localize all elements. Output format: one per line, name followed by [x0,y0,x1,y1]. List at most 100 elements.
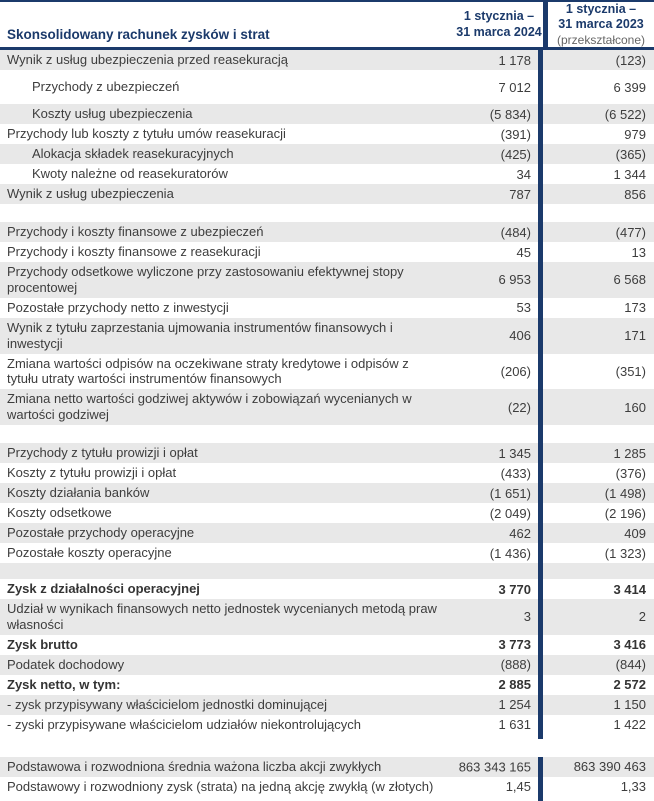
table-row: Pozostałe przychody operacyjne 462 409 [0,523,654,543]
table-row: Przychody odsetkowe wyliczone przy zasto… [0,262,654,298]
table-row: Przychody i koszty finansowe z reasekura… [0,242,654,263]
row-label: Pozostałe koszty operacyjne [7,545,172,561]
row-label: Przychody i koszty finansowe z ubezpiecz… [7,224,264,240]
column-header-2024-line2: 31 marca 2024 [456,24,542,39]
row-label [0,569,450,573]
row-value-2024: (1 436) [489,545,531,561]
row-value-2024: 1 631 [498,717,531,733]
table-row: Podstawowy i rozwodniony zysk (strata) n… [0,776,654,797]
row-value-2024: (2 049) [489,505,531,521]
row-label: - zyski przypisywane właścicielom udział… [7,716,362,732]
row-value-2023: 3 416 [538,634,654,655]
row-label: Przychody lub koszty z tytułu umów rease… [7,126,286,142]
row-label: Podstawowy i rozwodniony zysk (strata) n… [7,778,434,794]
row-label [0,735,450,739]
table-row: Wynik z usług ubezpieczenia przed reasek… [0,50,654,71]
row-value-2023: 171 [538,317,654,354]
table-row: - zyski przypisywane właścicielom udział… [0,714,654,735]
row-label: Podstawowa i rozwodniona średnia ważona … [7,758,382,774]
row-value-2024: (206) [500,363,531,379]
table-row: Zysk brutto 3 773 3 416 [0,634,654,655]
table-row: Zysk z działalności operacyjnej 3 770 3 … [0,579,654,599]
spacer-row [0,796,654,801]
row-value-2024: 45 [516,244,531,260]
column-header-2024: 1 stycznia – 31 marca 2024 [455,2,543,47]
row-label: Pozostałe przychody netto z inwestycji [7,299,229,315]
row-value-2023: 13 [538,242,654,263]
table-row: Kwoty należne od reasekuratorów 34 1 344 [0,164,654,185]
row-value-2023 [538,563,654,579]
row-value-2024: 7 012 [498,79,531,95]
row-value-2023: 6 399 [538,70,654,105]
row-label: Przychody z tytułu prowizji i opłat [7,445,198,461]
row-value-2023 [538,739,654,757]
row-label: Koszty z tytułu prowizji i opłat [7,465,177,481]
table-body: Wynik z usług ubezpieczenia przed reasek… [0,50,654,801]
row-value-2024: (391) [500,126,531,142]
row-value-2023: (376) [538,463,654,483]
row-label: Koszty odsetkowe [7,505,112,521]
row-value-2024: 6 953 [498,272,531,288]
row-value-2024: 3 [523,609,531,625]
row-value-2023: 2 [538,599,654,635]
spacer-row [0,563,654,579]
row-value-2023 [538,425,654,443]
table-row: Koszty odsetkowe (2 049) (2 196) [0,503,654,523]
row-label [0,746,450,750]
table-row: Zysk netto, w tym: 2 885 2 572 [0,674,654,695]
table-row: Koszty usług ubezpieczenia (5 834) (6 52… [0,104,654,125]
row-value-2023: (6 522) [538,104,654,125]
row-value-2023: (844) [538,654,654,675]
row-label: Przychody z ubezpieczeń [32,79,180,95]
row-value-2024: 34 [516,166,531,182]
row-value-2024 [450,425,538,443]
column-header-2023-note: (przekształcone) [556,32,646,47]
row-value-2023: 409 [538,523,654,543]
row-label: Wynik z tytułu zaprzestania ujmowania in… [7,319,393,351]
row-value-2024: 2 885 [498,677,531,693]
row-label: - zysk przypisywany właścicielom jednost… [7,696,328,712]
row-value-2024: 3 773 [498,637,531,653]
row-label: Zysk z działalności operacyjnej [7,581,200,597]
table-row: Pozostałe przychody netto z inwestycji 5… [0,297,654,318]
row-value-2024: 462 [509,525,531,541]
row-value-2024: (1 651) [489,485,531,501]
table-row: Podstawowa i rozwodniona średnia ważona … [0,756,654,777]
row-label: Podatek dochodowy [7,656,125,672]
row-value-2024: (484) [500,224,531,240]
row-value-2024: (888) [500,657,531,673]
row-value-2023: 979 [538,124,654,145]
column-header-2023-line2: 31 marca 2023 [558,17,644,32]
row-label [0,797,450,801]
table-row: Przychody lub koszty z tytułu umów rease… [0,124,654,145]
column-header-2023-line1: 1 stycznia – [565,2,637,16]
row-value-2024: 406 [509,328,531,344]
spacer-row [0,739,654,757]
row-value-2024 [450,204,538,222]
row-value-2023: 856 [538,184,654,205]
row-label: Koszty usług ubezpieczenia [32,106,193,122]
row-label: Zmiana netto wartości godziwej aktywów i… [7,391,412,423]
table-row: Przychody z tytułu prowizji i opłat 1 34… [0,443,654,463]
row-value-2023: 2 572 [538,674,654,695]
table-row: Zmiana wartości odpisów na oczekiwane st… [0,353,654,390]
row-value-2023: (1 323) [538,543,654,563]
table-row: Zmiana netto wartości godziwej aktywów i… [0,389,654,425]
table-header: Skonsolidowany rachunek zysków i strat 1… [0,2,654,51]
row-value-2023: 6 568 [538,262,654,298]
spacer-row [0,425,654,443]
table-row: Wynik z usług ubezpieczenia 787 856 [0,184,654,205]
row-value-2023: 1 150 [538,694,654,715]
row-value-2023: (123) [538,50,654,71]
row-label: Udział w wynikach finansowych netto jedn… [7,601,437,632]
row-value-2024: 863 343 165 [458,759,531,775]
row-label: Przychody i koszty finansowe z reasekura… [7,244,261,260]
row-value-2024: 787 [509,186,531,202]
row-value-2023: 3 414 [538,579,654,599]
row-label: Kwoty należne od reasekuratorów [32,166,228,182]
row-value-2024: 3 770 [498,581,531,597]
row-label [0,432,450,436]
table-row: - zysk przypisywany właścicielom jednost… [0,694,654,715]
row-value-2023: 1 422 [538,714,654,735]
row-label: Zysk brutto [7,636,78,652]
